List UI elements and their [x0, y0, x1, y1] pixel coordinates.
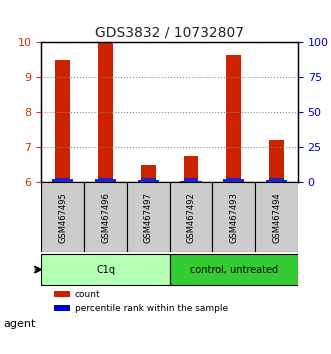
Bar — [226, 55, 241, 182]
Bar — [141, 178, 156, 182]
Bar — [223, 179, 245, 182]
Bar — [141, 165, 156, 182]
Bar — [269, 178, 284, 182]
Title: GDS3832 / 10732807: GDS3832 / 10732807 — [95, 26, 244, 40]
Bar — [54, 305, 70, 312]
Text: GSM467492: GSM467492 — [186, 192, 196, 242]
Bar — [138, 180, 159, 182]
Bar — [180, 181, 202, 182]
FancyBboxPatch shape — [127, 182, 169, 252]
Bar — [54, 291, 70, 297]
Bar — [52, 179, 73, 182]
Bar — [226, 178, 241, 182]
Text: control, untreated: control, untreated — [190, 265, 278, 275]
Text: GSM467493: GSM467493 — [229, 192, 238, 242]
Bar — [183, 178, 199, 182]
FancyBboxPatch shape — [41, 182, 84, 252]
Text: GSM467494: GSM467494 — [272, 192, 281, 242]
Text: count: count — [75, 290, 100, 298]
Bar — [98, 178, 113, 182]
Bar — [55, 178, 70, 182]
Bar — [183, 156, 199, 182]
FancyBboxPatch shape — [169, 182, 213, 252]
FancyBboxPatch shape — [255, 182, 298, 252]
FancyBboxPatch shape — [84, 182, 127, 252]
Bar — [269, 140, 284, 182]
FancyBboxPatch shape — [169, 254, 298, 285]
Text: GSM467497: GSM467497 — [144, 192, 153, 242]
Bar — [55, 60, 70, 182]
Text: GSM467496: GSM467496 — [101, 192, 110, 242]
FancyBboxPatch shape — [213, 182, 255, 252]
FancyBboxPatch shape — [41, 254, 169, 285]
Bar — [95, 179, 116, 182]
Text: C1q: C1q — [96, 265, 115, 275]
Text: GSM467495: GSM467495 — [58, 192, 67, 242]
Bar — [266, 180, 287, 182]
Text: percentile rank within the sample: percentile rank within the sample — [75, 304, 228, 313]
Bar — [98, 42, 113, 182]
Text: agent: agent — [3, 319, 36, 329]
